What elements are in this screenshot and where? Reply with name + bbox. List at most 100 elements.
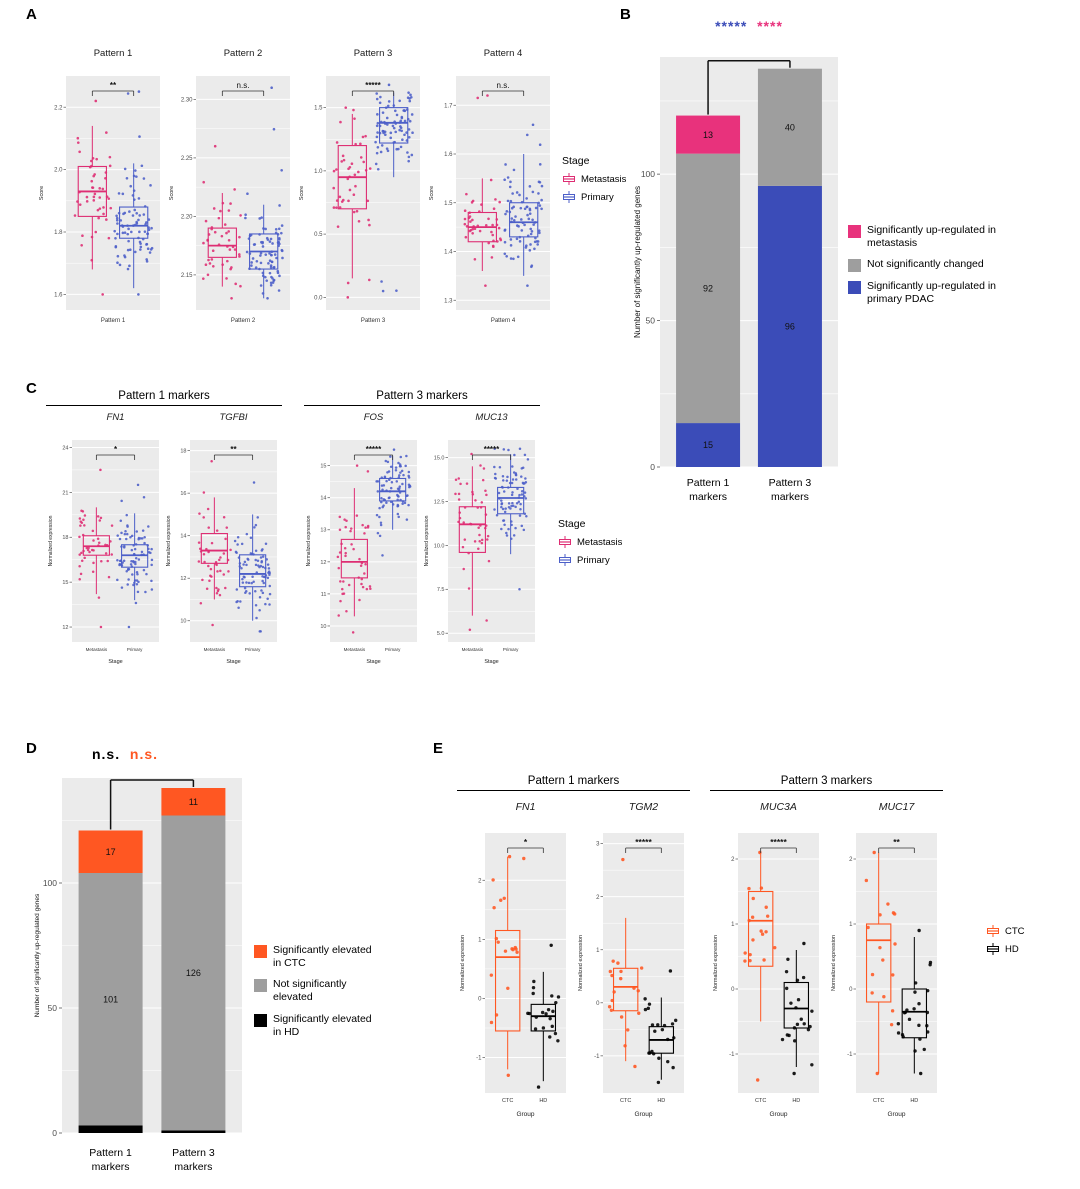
- svg-text:0.0: 0.0: [314, 295, 323, 301]
- svg-text:Score: Score: [299, 186, 305, 200]
- svg-text:17: 17: [106, 847, 116, 857]
- svg-text:Group: Group: [516, 1111, 534, 1118]
- legend-label: CTC: [1005, 925, 1025, 937]
- svg-text:*****: *****: [770, 837, 787, 847]
- marker-group-header: Pattern 3 markers: [304, 390, 540, 406]
- legend-item: Not significantly elevated: [254, 978, 374, 1004]
- svg-text:126: 126: [186, 968, 201, 978]
- legend-item: Primary: [562, 190, 657, 204]
- svg-text:2: 2: [478, 878, 482, 884]
- legend-color-swatch-icon: [254, 979, 267, 993]
- svg-text:15.0: 15.0: [434, 455, 445, 461]
- svg-text:10: 10: [320, 624, 326, 630]
- facet-title: MUC3A: [760, 801, 797, 813]
- svg-text:2: 2: [849, 857, 853, 863]
- bar-category-label: Pattern 1 markers: [89, 1147, 132, 1173]
- svg-text:HD: HD: [792, 1098, 800, 1104]
- facet-title: TGFBI: [219, 412, 248, 423]
- facet-pattern-2: Pattern 2 2.15 2.20 2.25 2.30 Score n.s. Patter…: [166, 48, 296, 331]
- svg-text:18: 18: [180, 449, 186, 455]
- svg-text:*****: *****: [635, 837, 652, 847]
- svg-text:10: 10: [180, 619, 186, 625]
- svg-text:Normalized expression: Normalized expression: [578, 935, 584, 991]
- legend-item: Significantly up-regulated in metastasis: [848, 224, 1023, 250]
- svg-text:1.4: 1.4: [444, 250, 453, 256]
- svg-text:2.0: 2.0: [54, 168, 63, 174]
- svg-text:CTC: CTC: [755, 1098, 766, 1104]
- boxplot-facet: 1.6 1.8 2.0 2.2 Score ** Pattern 1: [39, 76, 160, 324]
- boxplot-facet: 5.0 7.5 10.0 12.5 15.0 Normalized expression M…: [424, 440, 535, 665]
- legend-item: CTC: [986, 924, 1056, 938]
- panel-e-legend: CTC HD: [986, 924, 1056, 960]
- svg-text:2.2: 2.2: [54, 105, 63, 111]
- bar-category-label: Pattern 3 markers: [172, 1147, 215, 1173]
- panel-label-a: A: [26, 6, 37, 23]
- panel-b-category-labels: Pattern 1 markers Pattern 3 markers: [630, 477, 848, 517]
- svg-text:11: 11: [321, 592, 327, 598]
- legend-label: Significantly elevated in HD: [273, 1012, 372, 1038]
- svg-text:Normalized expression: Normalized expression: [460, 935, 466, 991]
- svg-text:2.25: 2.25: [181, 156, 193, 162]
- svg-text:*: *: [114, 445, 118, 454]
- facet-title: FN1: [515, 801, 536, 813]
- legend-title: Stage: [562, 155, 590, 167]
- svg-text:HD: HD: [910, 1098, 918, 1104]
- svg-text:1.5: 1.5: [314, 106, 323, 112]
- svg-text:Primary: Primary: [127, 647, 143, 652]
- facet-fn1: FN1 -1 0 1 2 Normalized expression CTC HD * Group: [457, 801, 572, 1124]
- panel-label-b: B: [620, 6, 631, 23]
- svg-text:10.0: 10.0: [434, 543, 445, 549]
- facet-pattern-4: Pattern 4 1.3 1.4 1.5 1.6 1.7 Score n.s. Pattern…: [426, 48, 556, 331]
- facet-title: Pattern 1: [93, 48, 133, 59]
- svg-text:CTC: CTC: [873, 1098, 884, 1104]
- svg-text:15: 15: [320, 464, 326, 470]
- panel-b-significance-row: ***** ****: [660, 18, 838, 34]
- svg-text:Pattern 4: Pattern 4: [491, 318, 516, 324]
- svg-text:0: 0: [731, 987, 735, 993]
- facet-title: Pattern 4: [483, 48, 523, 59]
- svg-text:0: 0: [650, 462, 655, 472]
- svg-text:Normalized expression: Normalized expression: [424, 515, 430, 566]
- svg-text:15: 15: [62, 580, 68, 586]
- svg-text:0: 0: [52, 1128, 57, 1138]
- boxplot-key-icon: [559, 536, 571, 548]
- panel-d-stacked-bar: 0 50 100 Number of significantly up-regulat…: [30, 766, 248, 1144]
- boxplot-facet: 0.0 0.5 1.0 1.5 Score ***** Pattern 3: [299, 76, 420, 324]
- svg-text:16: 16: [180, 491, 186, 497]
- facet-tgfbi: TGFBI 10 12 14 16 18 Normalized expression Meta…: [164, 412, 282, 671]
- panel-c-legend: Stage Metastasis Primary: [558, 518, 653, 571]
- svg-text:1.0: 1.0: [314, 169, 323, 175]
- svg-text:Score: Score: [429, 186, 435, 200]
- legend-label: HD: [1005, 943, 1019, 955]
- svg-text:50: 50: [48, 1003, 58, 1013]
- svg-text:13: 13: [320, 528, 326, 534]
- svg-text:101: 101: [103, 994, 118, 1004]
- boxplot-facet: -1 0 1 2 Normalized expression CTC HD * Group: [460, 833, 566, 1118]
- svg-text:13: 13: [703, 130, 713, 140]
- svg-text:Primary: Primary: [385, 647, 401, 652]
- svg-text:-1: -1: [476, 1056, 482, 1062]
- panel-c-boxplot-grid: Pattern 1 markers Pattern 3 markers FN1 12 1…: [36, 390, 556, 690]
- svg-text:Score: Score: [169, 186, 175, 200]
- svg-text:12.5: 12.5: [434, 499, 445, 505]
- panel-b-stacked-bar: 0 50 100 Number of significantly up-regulat…: [630, 52, 848, 472]
- svg-text:-1: -1: [594, 1054, 600, 1060]
- svg-text:Metastasis: Metastasis: [86, 647, 108, 652]
- svg-text:Normalized expression: Normalized expression: [48, 515, 54, 566]
- significance-label: *****: [715, 18, 748, 34]
- panel-d-legend: Significantly elevated in CTC Not signifi…: [254, 944, 374, 1047]
- svg-text:12: 12: [180, 576, 186, 582]
- svg-text:*****: *****: [484, 445, 500, 454]
- svg-text:HD: HD: [657, 1098, 665, 1104]
- svg-text:2: 2: [596, 895, 600, 901]
- svg-text:Normalized expression: Normalized expression: [306, 515, 312, 566]
- svg-text:12: 12: [320, 560, 326, 566]
- facet-title: FOS: [363, 412, 384, 423]
- svg-text:CTC: CTC: [620, 1098, 631, 1104]
- svg-text:*: *: [524, 837, 528, 847]
- boxplot-facet: 12 15 18 21 24 Normalized expression Metastasi…: [48, 440, 159, 665]
- boxplot-facet: 2.15 2.20 2.25 2.30 Score n.s. Pattern 2: [169, 76, 290, 324]
- boxplot-key-icon: [559, 554, 571, 566]
- svg-text:21: 21: [62, 490, 68, 496]
